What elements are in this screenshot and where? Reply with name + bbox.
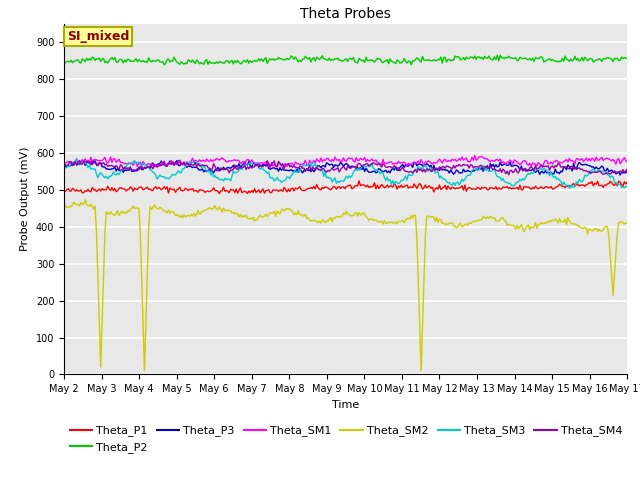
Theta_SM3 bbox=[129, 159, 137, 165]
Theta_P2 bbox=[416, 58, 424, 64]
Theta_SM2 bbox=[417, 368, 425, 373]
Theta_P1 bbox=[355, 178, 363, 184]
Line: Theta_P2: Theta_P2 bbox=[64, 55, 627, 65]
Theta_SM1 bbox=[285, 161, 292, 167]
Theta_SM4 bbox=[245, 166, 253, 171]
Theta_P2 bbox=[60, 61, 68, 67]
Theta_P1 bbox=[623, 179, 631, 185]
Theta_SM1 bbox=[468, 155, 476, 160]
Theta_P3 bbox=[468, 168, 476, 174]
Theta_P2 bbox=[128, 58, 136, 64]
Theta_SM1 bbox=[60, 160, 68, 166]
Line: Theta_SM1: Theta_SM1 bbox=[64, 156, 627, 168]
Theta_SM1 bbox=[128, 160, 136, 166]
Theta_P2 bbox=[471, 53, 479, 59]
Theta_SM1 bbox=[244, 156, 252, 162]
Theta_SM4 bbox=[416, 168, 424, 173]
X-axis label: Time: Time bbox=[332, 400, 359, 409]
Theta_SM3 bbox=[73, 156, 81, 162]
Theta_SM4 bbox=[505, 172, 513, 178]
Theta_P1 bbox=[216, 191, 223, 196]
Theta_P1 bbox=[60, 188, 68, 193]
Theta_SM2 bbox=[286, 206, 294, 212]
Theta_SM4 bbox=[176, 157, 184, 163]
Theta_SM2 bbox=[470, 218, 477, 224]
Theta_SM3 bbox=[245, 161, 253, 167]
Theta_SM1 bbox=[623, 159, 631, 165]
Theta_P1 bbox=[472, 187, 480, 192]
Theta_SM2 bbox=[129, 203, 137, 209]
Theta_SM2 bbox=[246, 216, 254, 221]
Line: Theta_SM2: Theta_SM2 bbox=[64, 200, 627, 371]
Theta_P2 bbox=[493, 52, 501, 58]
Theta_SM4 bbox=[471, 164, 479, 169]
Theta_SM3 bbox=[60, 167, 68, 172]
Theta_SM4 bbox=[60, 164, 68, 169]
Theta_P3 bbox=[245, 158, 253, 164]
Theta_SM2 bbox=[141, 368, 148, 373]
Theta_P3 bbox=[416, 161, 424, 167]
Theta_P1 bbox=[417, 182, 425, 188]
Theta_P3 bbox=[128, 168, 136, 174]
Theta_SM3 bbox=[285, 174, 292, 180]
Theta_SM4 bbox=[623, 167, 631, 172]
Theta_SM3 bbox=[623, 184, 631, 190]
Theta_P3 bbox=[616, 172, 624, 178]
Theta_P1 bbox=[245, 188, 253, 194]
Theta_SM3 bbox=[471, 166, 479, 172]
Title: Theta Probes: Theta Probes bbox=[300, 8, 391, 22]
Theta_SM1 bbox=[416, 160, 424, 166]
Theta_SM3 bbox=[468, 168, 476, 173]
Theta_SM2 bbox=[81, 197, 89, 203]
Line: Theta_SM3: Theta_SM3 bbox=[64, 159, 627, 188]
Theta_P1 bbox=[470, 186, 477, 192]
Theta_SM3 bbox=[416, 168, 424, 173]
Theta_SM2 bbox=[60, 205, 68, 211]
Theta_P3 bbox=[285, 168, 292, 173]
Theta_SM2 bbox=[472, 218, 480, 224]
Theta_P3 bbox=[173, 158, 180, 164]
Theta_P2 bbox=[283, 56, 291, 61]
Line: Theta_SM4: Theta_SM4 bbox=[64, 160, 627, 175]
Line: Theta_P1: Theta_P1 bbox=[64, 181, 627, 193]
Theta_P2 bbox=[244, 57, 252, 63]
Theta_P2 bbox=[623, 55, 631, 61]
Theta_SM2 bbox=[623, 221, 631, 227]
Theta_SM4 bbox=[468, 162, 476, 168]
Theta_P3 bbox=[60, 162, 68, 168]
Theta_SM1 bbox=[472, 157, 480, 163]
Theta_SM4 bbox=[128, 167, 136, 173]
Line: Theta_P3: Theta_P3 bbox=[64, 161, 627, 175]
Text: SI_mixed: SI_mixed bbox=[67, 30, 129, 43]
Theta_P2 bbox=[468, 54, 476, 60]
Theta_P2 bbox=[408, 62, 415, 68]
Theta_SM1 bbox=[279, 165, 287, 171]
Theta_SM1 bbox=[471, 153, 479, 158]
Theta_SM4 bbox=[285, 161, 292, 167]
Y-axis label: Probe Output (mV): Probe Output (mV) bbox=[20, 147, 30, 252]
Theta_P1 bbox=[128, 185, 136, 191]
Theta_SM3 bbox=[566, 185, 573, 191]
Legend: Theta_P1, Theta_P2, Theta_P3, Theta_SM1, Theta_SM2, Theta_SM3, Theta_SM4: Theta_P1, Theta_P2, Theta_P3, Theta_SM1,… bbox=[70, 425, 623, 453]
Theta_P3 bbox=[623, 168, 631, 174]
Theta_P1 bbox=[285, 186, 292, 192]
Theta_P3 bbox=[471, 168, 479, 173]
